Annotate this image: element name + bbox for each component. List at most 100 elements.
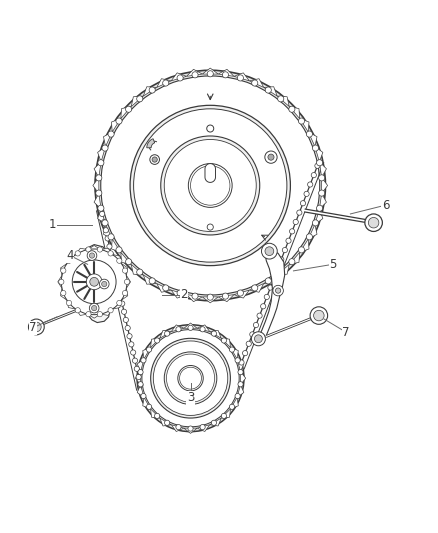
Circle shape xyxy=(275,266,280,271)
Circle shape xyxy=(253,322,258,328)
Circle shape xyxy=(235,358,240,363)
Circle shape xyxy=(75,308,80,313)
Circle shape xyxy=(153,341,228,415)
Polygon shape xyxy=(237,385,244,398)
Circle shape xyxy=(96,175,102,181)
Polygon shape xyxy=(101,248,113,255)
Circle shape xyxy=(107,244,112,249)
Circle shape xyxy=(149,278,155,284)
Circle shape xyxy=(298,118,304,124)
Circle shape xyxy=(75,251,81,256)
Circle shape xyxy=(162,285,169,291)
Circle shape xyxy=(89,303,99,313)
Circle shape xyxy=(98,205,104,211)
Text: 3: 3 xyxy=(187,391,194,405)
Polygon shape xyxy=(157,79,171,87)
Circle shape xyxy=(279,257,284,262)
Circle shape xyxy=(97,247,102,252)
Circle shape xyxy=(237,75,244,81)
Text: 6: 6 xyxy=(381,199,389,212)
Polygon shape xyxy=(171,325,184,332)
Circle shape xyxy=(221,413,226,418)
Circle shape xyxy=(125,326,130,330)
Circle shape xyxy=(314,310,324,321)
Polygon shape xyxy=(319,161,326,177)
Circle shape xyxy=(230,404,235,409)
Circle shape xyxy=(235,393,240,399)
Circle shape xyxy=(129,342,134,347)
Polygon shape xyxy=(171,425,184,432)
Circle shape xyxy=(152,157,157,162)
Circle shape xyxy=(164,140,256,231)
Circle shape xyxy=(99,279,109,289)
Circle shape xyxy=(61,290,66,296)
Circle shape xyxy=(200,424,205,430)
Circle shape xyxy=(192,293,198,299)
Text: 4: 4 xyxy=(66,249,74,262)
Polygon shape xyxy=(131,264,143,275)
Polygon shape xyxy=(143,87,157,96)
Circle shape xyxy=(109,252,114,257)
Circle shape xyxy=(108,308,113,313)
Circle shape xyxy=(177,75,183,81)
Circle shape xyxy=(116,118,122,124)
Polygon shape xyxy=(127,276,131,288)
Polygon shape xyxy=(60,264,67,276)
Circle shape xyxy=(32,322,41,332)
Circle shape xyxy=(97,312,102,317)
Circle shape xyxy=(207,71,213,77)
Circle shape xyxy=(137,325,244,432)
Circle shape xyxy=(120,301,125,306)
Polygon shape xyxy=(67,300,76,309)
Circle shape xyxy=(155,413,160,418)
Circle shape xyxy=(306,234,312,240)
Circle shape xyxy=(200,327,205,332)
Circle shape xyxy=(261,243,277,259)
Circle shape xyxy=(117,300,122,305)
Polygon shape xyxy=(151,338,160,348)
Circle shape xyxy=(126,106,132,112)
Circle shape xyxy=(108,234,114,240)
Circle shape xyxy=(146,404,152,409)
Polygon shape xyxy=(121,264,128,276)
Circle shape xyxy=(151,338,230,418)
Circle shape xyxy=(265,151,277,163)
Circle shape xyxy=(67,258,72,263)
Circle shape xyxy=(176,424,181,430)
Polygon shape xyxy=(101,309,113,316)
Polygon shape xyxy=(264,87,277,96)
Circle shape xyxy=(289,259,295,265)
Circle shape xyxy=(268,154,274,160)
Circle shape xyxy=(254,335,262,343)
Polygon shape xyxy=(76,248,88,255)
Polygon shape xyxy=(113,255,121,264)
Circle shape xyxy=(86,247,91,252)
Polygon shape xyxy=(94,193,101,209)
Circle shape xyxy=(141,393,146,399)
Polygon shape xyxy=(121,107,131,118)
Circle shape xyxy=(239,360,244,365)
Polygon shape xyxy=(187,295,202,302)
Circle shape xyxy=(101,76,320,295)
Circle shape xyxy=(312,220,318,226)
Circle shape xyxy=(211,420,216,425)
Circle shape xyxy=(223,293,229,299)
Circle shape xyxy=(67,300,72,305)
Polygon shape xyxy=(277,96,289,107)
Circle shape xyxy=(137,96,143,102)
Polygon shape xyxy=(171,290,187,298)
Circle shape xyxy=(300,200,306,206)
Circle shape xyxy=(252,80,258,86)
Polygon shape xyxy=(205,164,215,182)
Circle shape xyxy=(164,352,217,405)
Circle shape xyxy=(250,332,255,337)
Circle shape xyxy=(166,354,215,402)
Circle shape xyxy=(136,374,141,379)
Circle shape xyxy=(161,136,260,235)
Circle shape xyxy=(268,285,273,290)
Polygon shape xyxy=(240,372,246,385)
Circle shape xyxy=(99,211,105,216)
Circle shape xyxy=(72,260,116,304)
Circle shape xyxy=(238,382,243,387)
Polygon shape xyxy=(218,69,234,76)
